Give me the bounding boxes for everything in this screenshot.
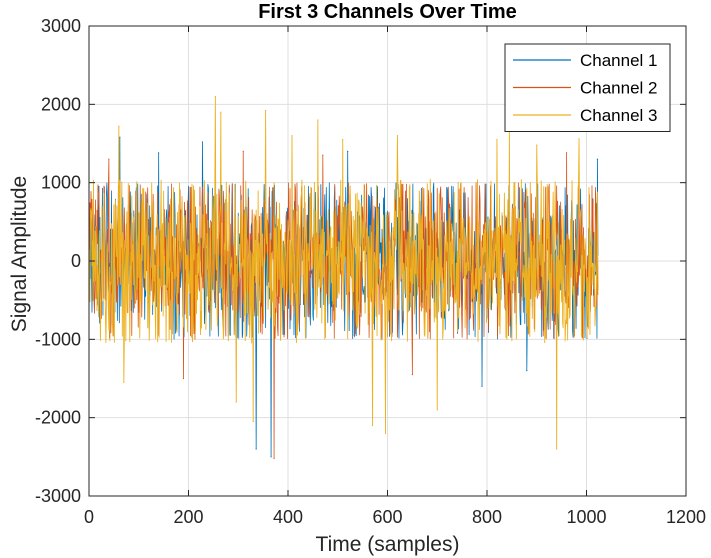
series-peak-point	[347, 150, 349, 152]
x-tick-label: 600	[372, 507, 402, 527]
series-line-channel-3	[88, 96, 599, 450]
series-peak-point	[265, 110, 267, 112]
x-tick-label: 1000	[566, 507, 606, 527]
series-peak-point	[270, 456, 272, 458]
series-peak-point	[119, 136, 121, 138]
chart-title: First 3 Channels Over Time	[258, 1, 517, 23]
x-tick-label: 800	[472, 507, 502, 527]
series-peak-point	[384, 432, 387, 434]
series-peak-point	[273, 457, 275, 459]
signals	[88, 95, 599, 459]
series-peak-point	[201, 141, 204, 143]
x-axis-label: Time (samples)	[316, 533, 460, 556]
series-peak-point	[481, 385, 483, 387]
series-peak-point	[411, 373, 413, 376]
series-peak-point	[536, 144, 538, 146]
y-tick-label: -2000	[35, 408, 81, 428]
series-peak-point	[371, 424, 374, 427]
series-peak-point	[596, 158, 599, 160]
series-peak-point	[252, 420, 254, 423]
series-peak-point	[342, 138, 344, 141]
series-peak-point	[578, 138, 580, 140]
series-peak-point	[214, 95, 216, 98]
series-peak-point	[123, 381, 125, 384]
x-tick-label: 1200	[666, 507, 706, 527]
series-peak-point	[322, 154, 324, 156]
series-peak-point	[108, 158, 110, 160]
x-tick-label: 0	[84, 507, 94, 527]
legend-label: Channel 2	[580, 79, 658, 98]
legend-label: Channel 3	[580, 106, 658, 125]
series-peak-point	[317, 119, 319, 121]
legend: Channel 1 Channel 2 Channel 3	[504, 43, 671, 132]
series-peak-point	[526, 370, 528, 372]
legend-label: Channel 1	[580, 51, 658, 70]
y-tick-label: -1000	[35, 329, 81, 349]
x-tick-label: 200	[173, 507, 203, 527]
series-peak-point	[496, 138, 498, 141]
y-tick-label: -3000	[35, 486, 81, 506]
y-tick-label: 2000	[41, 94, 81, 114]
series-peak-point	[396, 135, 399, 137]
series-peak-point	[291, 135, 293, 137]
series-peak-point	[220, 111, 222, 113]
series-peak-point	[556, 448, 558, 450]
series-peak-point	[235, 401, 237, 403]
y-tick-label: 0	[71, 251, 81, 271]
y-tick-label: 3000	[41, 16, 81, 36]
series-peak-point	[242, 150, 244, 152]
x-tick-label: 400	[273, 507, 303, 527]
y-axis-label: Signal Amplitude	[8, 176, 31, 332]
series-peak-point	[566, 152, 568, 154]
series-peak-point	[436, 409, 438, 411]
series-peak-point	[158, 152, 160, 154]
ticks: 0 200 400 600 800 1000 1200 -3000 -2000 -1000 0 100…	[35, 16, 706, 527]
series-peak-point	[182, 377, 185, 380]
series-peak-point	[118, 125, 120, 127]
series-peak-point	[255, 448, 257, 450]
y-tick-label: 1000	[41, 173, 81, 193]
